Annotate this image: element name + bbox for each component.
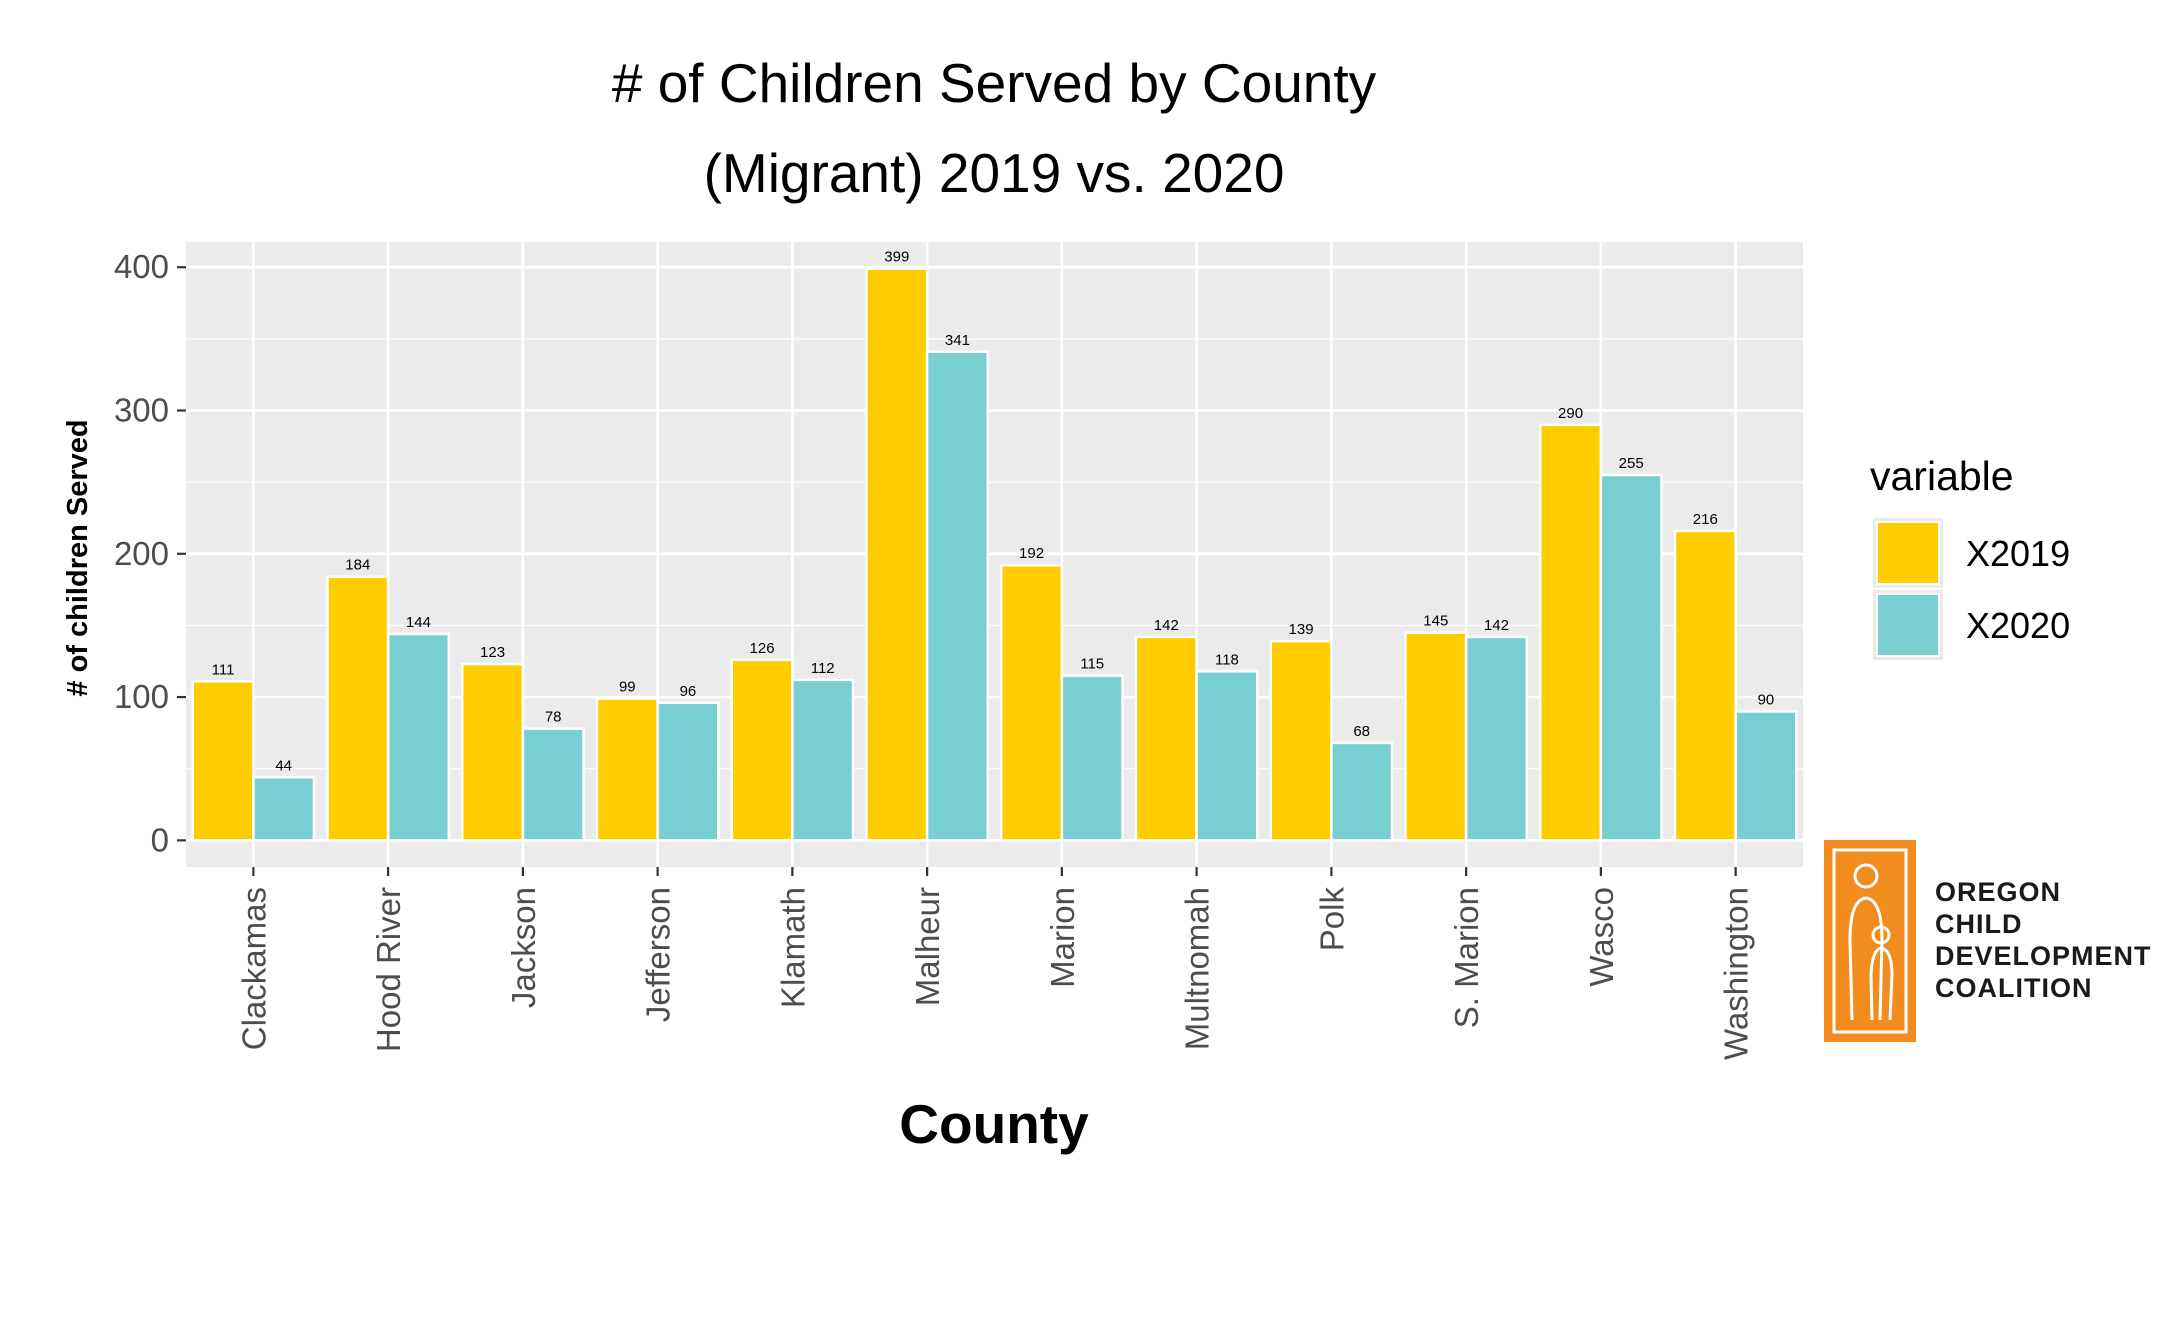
data-label-x2019-marion: 192 — [1019, 545, 1044, 562]
bar-x2019-s-marion — [1404, 631, 1468, 842]
data-label-x2019-wasco: 290 — [1558, 405, 1583, 422]
bar-x2020-washington — [1734, 710, 1798, 842]
bar-x2019-polk — [1269, 639, 1333, 842]
logo-line-1: OREGON — [1935, 877, 2061, 907]
bar-x2020-wasco — [1599, 473, 1663, 842]
legend-title: variable — [1870, 453, 2014, 499]
y-tick-label: 0 — [151, 821, 169, 858]
y-tick-label: 200 — [114, 535, 169, 572]
bar-x2020-jefferson — [656, 701, 720, 842]
data-label-x2020-s-marion: 142 — [1484, 617, 1509, 634]
legend-label-x2019: X2019 — [1966, 533, 2070, 574]
bar-x2019-clackamas — [191, 680, 255, 842]
data-label-x2019-multnomah: 142 — [1154, 617, 1179, 634]
data-label-x2020-washington: 90 — [1758, 691, 1775, 708]
data-label-x2019-polk: 139 — [1289, 621, 1314, 638]
x-axis-title: County — [899, 1093, 1089, 1155]
y-tick-label: 400 — [114, 248, 169, 285]
legend-swatch-x2019 — [1876, 521, 1940, 585]
legend-swatch-x2020 — [1876, 593, 1940, 657]
x-tick-label-wasco: Wasco — [1583, 887, 1620, 987]
data-label-x2019-jackson: 123 — [480, 644, 505, 661]
legend-label-x2020: X2020 — [1966, 605, 2070, 646]
bar-x2020-s-marion — [1464, 635, 1529, 842]
data-label-x2020-polk: 68 — [1353, 723, 1370, 740]
logo-line-2: CHILD — [1935, 909, 2023, 939]
bars-group — [191, 267, 1798, 842]
x-tick-label-clackamas: Clackamas — [235, 887, 272, 1050]
data-label-x2020-klamath: 112 — [811, 660, 835, 677]
bar-x2019-wasco — [1538, 423, 1603, 842]
bar-x2019-washington — [1673, 529, 1737, 842]
bar-x2019-hood-river — [326, 575, 390, 842]
x-tick-label-klamath: Klamath — [774, 887, 811, 1008]
chart-title-line-1: # of Children Served by County — [612, 52, 1377, 114]
bar-x2019-jefferson — [595, 697, 659, 842]
data-label-x2019-clackamas: 111 — [212, 661, 235, 678]
bar-x2020-multnomah — [1195, 670, 1259, 842]
data-labels-group: 111 44 184 144 123 78 99 96 126 112 399 341 192 115 14… — [212, 249, 1775, 775]
x-tick-label-malheur: Malheur — [909, 887, 946, 1006]
logo-line-3: DEVELOPMENT — [1935, 941, 2152, 971]
x-tick-label-jefferson: Jefferson — [640, 887, 677, 1022]
logo-inner-frame — [1832, 848, 1908, 1034]
bar-x2020-clackamas — [252, 776, 316, 842]
x-tick-label-washington: Washington — [1718, 887, 1755, 1060]
y-axis: 0 100 200 300 400 — [114, 248, 186, 858]
logo-line-4: COALITION — [1935, 973, 2093, 1003]
bar-x2020-marion — [1060, 674, 1124, 842]
data-label-x2020-marion: 115 — [1080, 656, 1104, 673]
x-axis: Clackamas Hood River Jackson Jefferson Klama… — [235, 867, 1755, 1060]
bar-x2019-multnomah — [1134, 635, 1198, 842]
bar-x2020-klamath — [791, 678, 855, 842]
legend: variable X2019 X2020 — [1870, 453, 2070, 660]
x-tick-label-multnomah: Multnomah — [1179, 887, 1216, 1050]
data-label-x2019-s-marion: 145 — [1423, 613, 1448, 630]
bar-x2019-marion — [999, 563, 1064, 842]
data-label-x2020-hood-river: 144 — [406, 614, 431, 631]
x-tick-label-jackson: Jackson — [505, 887, 542, 1008]
bar-x2019-jackson — [460, 662, 525, 842]
x-tick-label-hood-river: Hood River — [370, 887, 407, 1052]
x-tick-label-marion: Marion — [1044, 887, 1081, 988]
data-label-x2019-hood-river: 184 — [345, 557, 370, 574]
data-label-x2020-wasco: 255 — [1619, 455, 1644, 472]
bar-x2020-jackson — [521, 727, 585, 842]
chart-title-line-2: (Migrant) 2019 vs. 2020 — [704, 142, 1285, 204]
y-axis-title: # of children Served — [62, 419, 94, 696]
family-figure-icon — [1848, 863, 1894, 1021]
ocdc-logo: OREGON CHILD DEVELOPMENT COALITION — [1824, 840, 2152, 1042]
bar-x2019-malheur — [865, 267, 929, 842]
data-label-x2019-jefferson: 99 — [619, 678, 636, 695]
logo-box — [1824, 840, 1916, 1042]
bar-x2020-polk — [1330, 741, 1394, 842]
data-label-x2020-jackson: 78 — [545, 709, 562, 726]
data-label-x2020-jefferson: 96 — [680, 683, 697, 700]
y-tick-label: 100 — [114, 678, 169, 715]
data-label-x2019-malheur: 399 — [884, 249, 909, 266]
bar-x2020-malheur — [925, 350, 990, 842]
bar-x2019-klamath — [730, 658, 794, 842]
data-label-x2019-washington: 216 — [1693, 511, 1718, 528]
data-label-x2020-multnomah: 118 — [1215, 651, 1239, 668]
data-label-x2019-klamath: 126 — [750, 640, 775, 657]
y-tick-label: 300 — [114, 392, 169, 429]
data-label-x2020-malheur: 341 — [945, 332, 970, 349]
data-label-x2020-clackamas: 44 — [275, 757, 292, 774]
x-tick-label-polk: Polk — [1313, 887, 1350, 952]
x-tick-label-s-marion: S. Marion — [1448, 887, 1485, 1028]
bar-x2020-hood-river — [386, 632, 451, 842]
